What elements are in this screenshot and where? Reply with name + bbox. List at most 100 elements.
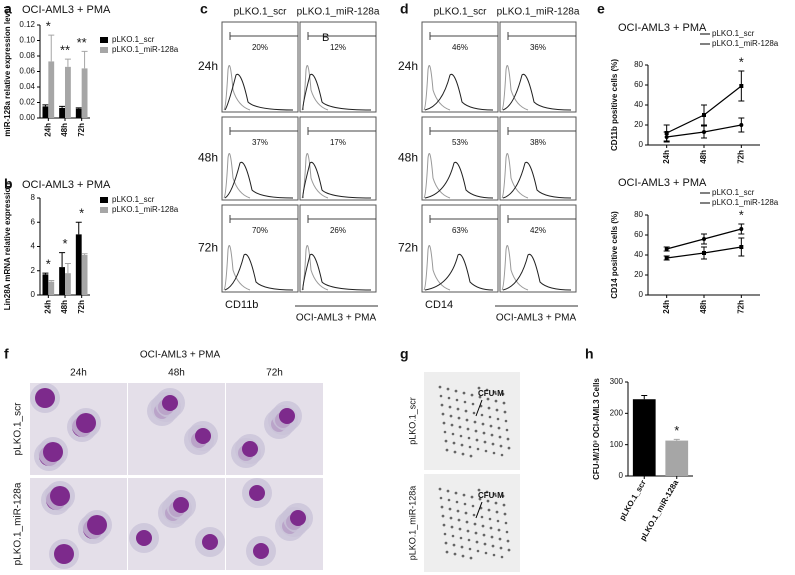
colony-cell bbox=[445, 448, 449, 452]
gate-percent: 42% bbox=[530, 226, 546, 235]
chart-title: OCI-AML3 + PMA bbox=[618, 177, 707, 189]
histogram-frame bbox=[499, 21, 577, 113]
gate bbox=[307, 127, 376, 135]
colony-cell bbox=[473, 420, 477, 424]
colony-cell bbox=[463, 400, 467, 404]
y-tick-label: 0.04 bbox=[19, 82, 35, 91]
row-label: 48h bbox=[398, 151, 418, 165]
colony-cell bbox=[495, 408, 499, 412]
colony-cell bbox=[441, 514, 445, 518]
colony-cell bbox=[449, 414, 453, 418]
gate bbox=[507, 127, 576, 135]
y-tick-label: 80 bbox=[634, 210, 643, 219]
significance: * bbox=[739, 207, 744, 222]
colony-cell bbox=[451, 534, 455, 538]
colony-cell bbox=[440, 403, 444, 407]
y-tick-label: 60 bbox=[634, 230, 643, 239]
colony-cell bbox=[501, 392, 505, 396]
gate bbox=[429, 32, 498, 40]
colony-cell bbox=[501, 494, 505, 498]
histogram bbox=[223, 245, 251, 291]
colony-cell bbox=[497, 528, 501, 532]
error-bar bbox=[64, 58, 71, 67]
legend-swatch bbox=[100, 197, 108, 203]
colony-cell bbox=[447, 396, 451, 400]
histogram bbox=[502, 161, 572, 199]
point bbox=[739, 227, 744, 231]
x-tick-label: 24h bbox=[662, 150, 671, 164]
nucleus bbox=[290, 510, 306, 526]
y-tick-label: 0.02 bbox=[19, 98, 35, 107]
colony-cell bbox=[506, 437, 510, 441]
colony-cell bbox=[461, 554, 465, 558]
error-bar bbox=[81, 253, 88, 255]
panel-letter: g bbox=[400, 346, 409, 362]
colony-cell bbox=[492, 553, 496, 557]
gate-percent: 38% bbox=[530, 138, 546, 147]
gate-percent: 63% bbox=[452, 226, 468, 235]
histogram-frame bbox=[221, 21, 299, 113]
legend-swatch bbox=[100, 207, 108, 213]
colony-cell bbox=[467, 538, 471, 542]
colony-cell bbox=[468, 445, 472, 449]
y-tick-label: 0 bbox=[639, 140, 644, 149]
colony-cell bbox=[505, 428, 509, 432]
y-tick-label: 0.06 bbox=[19, 67, 35, 76]
legend-swatch bbox=[100, 47, 108, 53]
error-bar bbox=[59, 252, 66, 268]
gate bbox=[507, 32, 576, 40]
x-tick-label: 24h bbox=[43, 123, 52, 137]
colony-cell bbox=[486, 499, 490, 503]
histogram bbox=[224, 73, 294, 111]
nucleus bbox=[279, 408, 295, 424]
significance: * bbox=[674, 423, 679, 438]
colony-cell bbox=[474, 429, 478, 433]
nucleus bbox=[43, 442, 63, 462]
x-tick-label: 72h bbox=[736, 150, 745, 164]
bar bbox=[81, 68, 88, 118]
colony-cell bbox=[475, 540, 479, 544]
y-tick-label: 0.08 bbox=[19, 51, 35, 60]
row-label: pLKO.1_scr bbox=[13, 402, 24, 455]
nucleus bbox=[253, 543, 269, 559]
y-tick-label: 0 bbox=[639, 290, 644, 299]
colony-cell bbox=[443, 532, 447, 536]
colony-cell bbox=[500, 555, 504, 559]
colony-cell bbox=[502, 503, 506, 507]
colony-cell bbox=[498, 537, 502, 541]
colony-cell bbox=[490, 433, 494, 437]
gate bbox=[229, 215, 298, 223]
colony-cell bbox=[477, 386, 481, 390]
y-tick-label: 40 bbox=[634, 250, 643, 259]
colony-cell bbox=[492, 451, 496, 455]
colony-cell bbox=[455, 398, 459, 402]
colony-cell bbox=[450, 525, 454, 529]
y-tick-label: 60 bbox=[634, 80, 643, 89]
colony-cell bbox=[453, 552, 457, 556]
colony-cell bbox=[456, 509, 460, 513]
colony-cell bbox=[494, 501, 498, 505]
bar bbox=[65, 66, 71, 118]
histogram-frame bbox=[299, 204, 377, 293]
histogram-frame bbox=[299, 21, 377, 113]
histogram-frame bbox=[499, 204, 577, 293]
colony-cell bbox=[466, 427, 470, 431]
colony-cell bbox=[477, 488, 481, 492]
colony-arrow bbox=[475, 399, 483, 417]
histogram bbox=[423, 245, 451, 291]
colony-arrow bbox=[475, 501, 483, 519]
gate-percent: 46% bbox=[452, 43, 468, 52]
column-label: 72h bbox=[266, 368, 283, 379]
x-tick-label: 72h bbox=[77, 123, 86, 137]
nucleus bbox=[242, 441, 258, 457]
colony-cell bbox=[448, 405, 452, 409]
colony-cell bbox=[446, 387, 450, 391]
colony-cell bbox=[460, 545, 464, 549]
colony-cell bbox=[464, 511, 468, 515]
histogram bbox=[424, 73, 494, 111]
marker-label: CD11b bbox=[225, 299, 258, 311]
colony-cell bbox=[438, 385, 442, 389]
y-axis-label: CFU-M/10³ OCI-AML3 Cells bbox=[592, 378, 601, 480]
colony-cell bbox=[481, 422, 485, 426]
